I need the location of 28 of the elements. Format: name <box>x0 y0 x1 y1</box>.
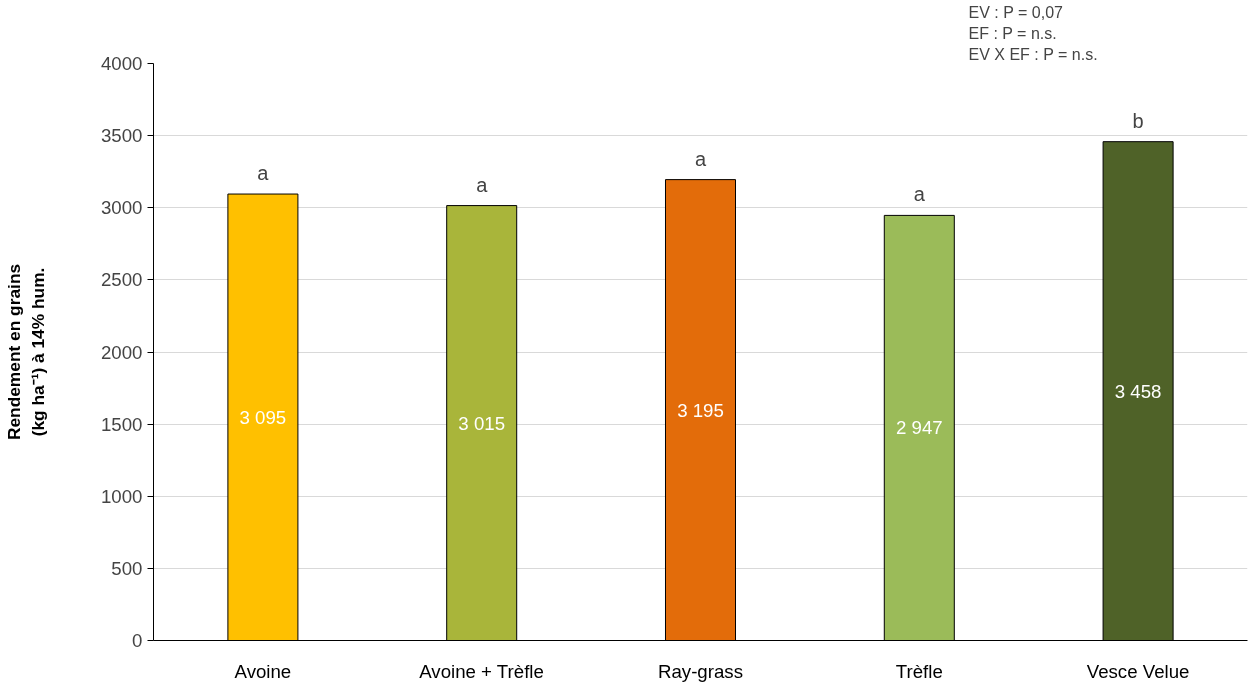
y-tick-label: 1000 <box>101 485 143 507</box>
annotation: a <box>257 162 270 185</box>
annotation: a <box>694 147 707 170</box>
x-tick-label: Trèfle <box>895 660 943 682</box>
annotation: a <box>476 173 489 196</box>
y-tick-label: 2500 <box>101 269 143 291</box>
x-tick-label: Ray-grass <box>658 660 744 682</box>
y-tick-label: 3500 <box>101 125 143 147</box>
x-tick-label: Vesce Velue <box>1086 660 1190 682</box>
x-tick-label: Avoine + Trèfle <box>419 660 544 682</box>
data-label: 2 947 <box>895 417 943 439</box>
y-tick-label: 500 <box>111 557 143 579</box>
y-tick-label: 0 <box>132 630 143 651</box>
data-label: 3 095 <box>239 406 287 428</box>
y-tick-label: 3000 <box>101 197 143 219</box>
annotation: a <box>913 183 926 206</box>
text: EF : P = n.s. <box>968 24 1057 42</box>
text: EV X EF : P = n.s. <box>968 45 1098 63</box>
text: EV : P = 0,07 <box>968 3 1064 21</box>
data-label: 3 015 <box>458 412 506 434</box>
x-tick-label: Avoine <box>234 660 292 682</box>
y-axis-title: Rendement en grains (kg ha⁻¹) à 14% hum. <box>4 263 48 441</box>
y-tick-label: 1500 <box>101 413 143 435</box>
data-label: 3 458 <box>1114 380 1162 402</box>
y-tick-label: 2000 <box>101 341 143 363</box>
data-label: 3 195 <box>677 399 724 421</box>
annotation: b <box>1132 109 1144 132</box>
y-tick-label: 4000 <box>101 53 143 74</box>
